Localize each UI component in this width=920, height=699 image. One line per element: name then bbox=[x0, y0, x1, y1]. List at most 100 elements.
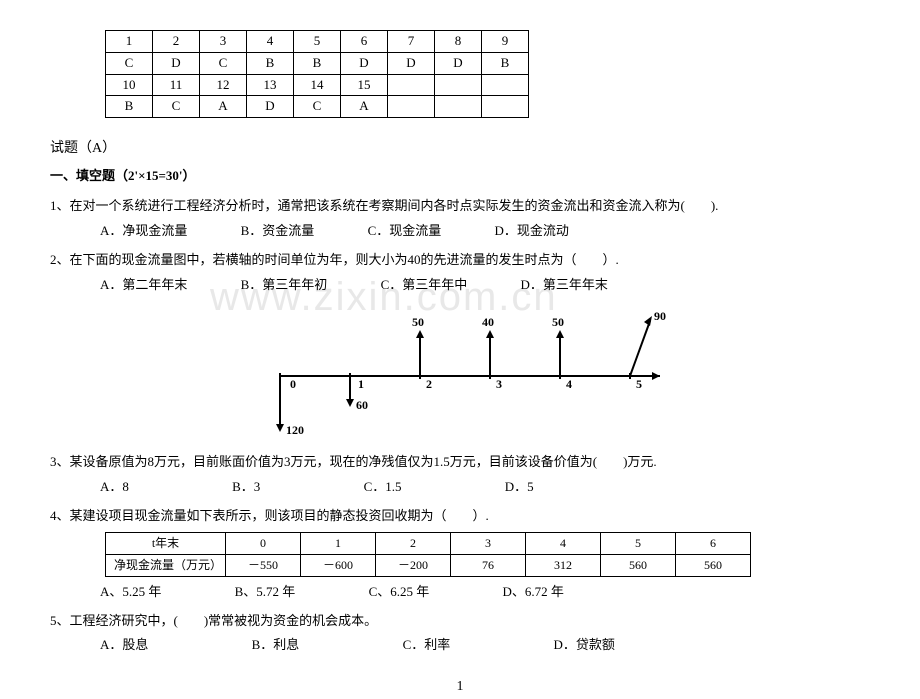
option-d: D．贷款额 bbox=[553, 635, 614, 656]
cell: －200 bbox=[376, 554, 451, 576]
cell: D bbox=[341, 52, 388, 74]
option-a: A．8 bbox=[100, 477, 129, 498]
cashflow-diagram: 0 1 2 3 4 5 50 40 50 90 120 60 bbox=[50, 306, 870, 443]
question-4: 4、某建设项目现金流量如下表所示，则该项目的静态投资回收期为（ ）. t年末 0… bbox=[50, 506, 870, 603]
table-row: 10 11 12 13 14 15 bbox=[106, 74, 529, 96]
option-b: B．资金流量 bbox=[241, 221, 315, 242]
option-b: B．第三年年初 bbox=[241, 275, 328, 296]
option-c: C、6.25 年 bbox=[369, 582, 430, 603]
tick-1: 1 bbox=[358, 377, 364, 391]
cell: 6 bbox=[676, 532, 751, 554]
option-d: D、6.72 年 bbox=[502, 582, 563, 603]
tick-4: 4 bbox=[566, 377, 572, 391]
cell bbox=[388, 74, 435, 96]
option-c: C．利率 bbox=[403, 635, 451, 656]
section-title: 试题（A） bbox=[50, 138, 870, 160]
cell: C bbox=[153, 96, 200, 118]
page-number: 1 bbox=[50, 676, 870, 698]
option-a: A．股息 bbox=[100, 635, 148, 656]
cell: 2 bbox=[153, 31, 200, 53]
cell: 2 bbox=[376, 532, 451, 554]
option-c: C．1.5 bbox=[364, 477, 402, 498]
cell: 5 bbox=[601, 532, 676, 554]
option-d: D．5 bbox=[505, 477, 534, 498]
options: A．股息 B．利息 C．利率 D．贷款额 bbox=[50, 635, 870, 656]
question-3: 3、某设备原值为8万元，目前账面价值为3万元，现在的净残值仅为1.5万元，目前该… bbox=[50, 452, 870, 498]
option-c: C．第三年年中 bbox=[381, 275, 468, 296]
answer-key-table: 1 2 3 4 5 6 7 8 9 C D C B B D D D B 10 1… bbox=[105, 30, 529, 118]
cell: 10 bbox=[106, 74, 153, 96]
val-60: 60 bbox=[356, 398, 368, 412]
option-b: B．利息 bbox=[252, 635, 300, 656]
val-40: 40 bbox=[482, 315, 494, 329]
cell: －550 bbox=[226, 554, 301, 576]
question-1: 1、在对一个系统进行工程经济分析时，通常把该系统在考察期间内各时点实际发生的资金… bbox=[50, 196, 870, 242]
table-row: 1 2 3 4 5 6 7 8 9 bbox=[106, 31, 529, 53]
cashflow-svg: 0 1 2 3 4 5 50 40 50 90 120 60 bbox=[230, 306, 690, 436]
cell bbox=[482, 96, 529, 118]
cell: D bbox=[388, 52, 435, 74]
table-row: t年末 0 1 2 3 4 5 6 bbox=[106, 532, 751, 554]
cell: 11 bbox=[153, 74, 200, 96]
cell: C bbox=[200, 52, 247, 74]
table-row: B C A D C A bbox=[106, 96, 529, 118]
val-90: 90 bbox=[654, 309, 666, 323]
cell: C bbox=[294, 96, 341, 118]
question-text: 5、工程经济研究中，( )常常被视为资金的机会成本。 bbox=[50, 611, 870, 632]
option-a: A、5.25 年 bbox=[100, 582, 161, 603]
cell: 0 bbox=[226, 532, 301, 554]
option-d: D．现金流动 bbox=[494, 221, 568, 242]
cell: 3 bbox=[451, 532, 526, 554]
val-50: 50 bbox=[412, 315, 424, 329]
cell: 1 bbox=[106, 31, 153, 53]
cell: 13 bbox=[247, 74, 294, 96]
cell: t年末 bbox=[106, 532, 226, 554]
cell: B bbox=[294, 52, 341, 74]
val-50b: 50 bbox=[552, 315, 564, 329]
cell: 560 bbox=[676, 554, 751, 576]
option-a: A．净现金流量 bbox=[100, 221, 187, 242]
question-2: 2、在下面的现金流量图中，若横轴的时间单位为年，则大小为40的先进流量的发生时点… bbox=[50, 250, 870, 296]
question-text: 4、某建设项目现金流量如下表所示，则该项目的静态投资回收期为（ ）. bbox=[50, 506, 870, 527]
options: A．8 B．3 C．1.5 D．5 bbox=[50, 477, 870, 498]
cashflow-data-table: t年末 0 1 2 3 4 5 6 净现金流量（万元） －550 －600 －2… bbox=[105, 532, 751, 577]
question-5: 5、工程经济研究中，( )常常被视为资金的机会成本。 A．股息 B．利息 C．利… bbox=[50, 611, 870, 657]
options: A．净现金流量 B．资金流量 C．现金流量 D．现金流动 bbox=[50, 221, 870, 242]
option-d: D．第三年年末 bbox=[520, 275, 607, 296]
cell: D bbox=[153, 52, 200, 74]
subsection-title: 一、填空题（2'×15=30'） bbox=[50, 166, 870, 187]
cell: D bbox=[435, 52, 482, 74]
content-area: 1 2 3 4 5 6 7 8 9 C D C B B D D D B 10 1… bbox=[50, 30, 870, 699]
cell: 4 bbox=[247, 31, 294, 53]
options: A、5.25 年 B、5.72 年 C、6.25 年 D、6.72 年 bbox=[50, 582, 870, 603]
question-text: 3、某设备原值为8万元，目前账面价值为3万元，现在的净残值仅为1.5万元，目前该… bbox=[50, 452, 870, 473]
cell: 7 bbox=[388, 31, 435, 53]
cell bbox=[388, 96, 435, 118]
tick-2: 2 bbox=[426, 377, 432, 391]
option-b: B、5.72 年 bbox=[235, 582, 296, 603]
cell: B bbox=[247, 52, 294, 74]
cell: 8 bbox=[435, 31, 482, 53]
option-c: C．现金流量 bbox=[368, 221, 442, 242]
option-a: A．第二年年末 bbox=[100, 275, 187, 296]
cell: 4 bbox=[526, 532, 601, 554]
cell: 1 bbox=[301, 532, 376, 554]
tick-3: 3 bbox=[496, 377, 502, 391]
option-b: B．3 bbox=[232, 477, 260, 498]
question-text: 1、在对一个系统进行工程经济分析时，通常把该系统在考察期间内各时点实际发生的资金… bbox=[50, 196, 870, 217]
cell bbox=[435, 74, 482, 96]
options: A．第二年年末 B．第三年年初 C．第三年年中 D．第三年年末 bbox=[50, 275, 870, 296]
cell: －600 bbox=[301, 554, 376, 576]
cell bbox=[435, 96, 482, 118]
tick-5: 5 bbox=[636, 377, 642, 391]
val-120: 120 bbox=[286, 423, 304, 436]
table-row: 净现金流量（万元） －550 －600 －200 76 312 560 560 bbox=[106, 554, 751, 576]
cell: D bbox=[247, 96, 294, 118]
cell: 14 bbox=[294, 74, 341, 96]
cell: B bbox=[482, 52, 529, 74]
cell: 12 bbox=[200, 74, 247, 96]
cell: C bbox=[106, 52, 153, 74]
cell: 15 bbox=[341, 74, 388, 96]
cell: 76 bbox=[451, 554, 526, 576]
cell: 5 bbox=[294, 31, 341, 53]
